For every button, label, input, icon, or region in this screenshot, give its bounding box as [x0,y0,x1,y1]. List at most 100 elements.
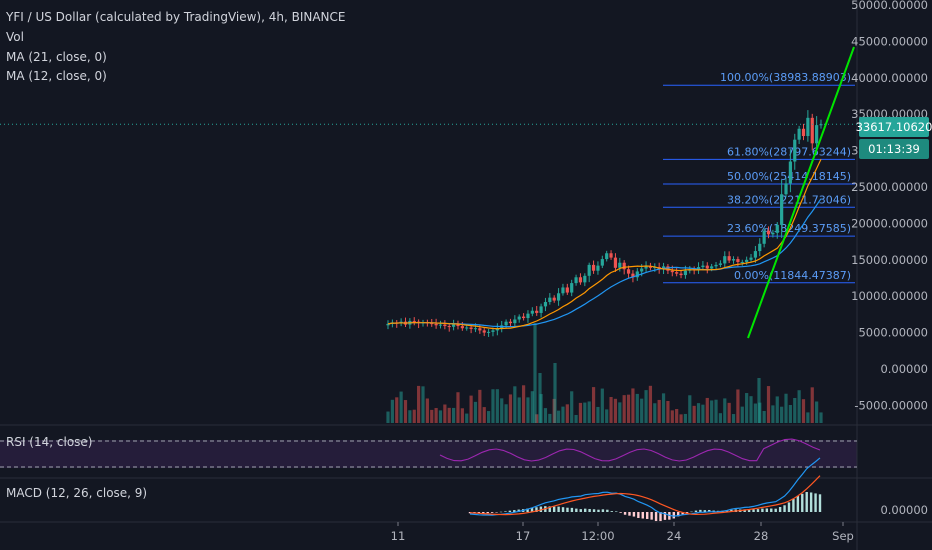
volume-bar [745,393,749,423]
signal-line [469,475,821,516]
volume-bar [692,405,696,423]
volume-bar [591,387,596,423]
volume-bar [749,396,753,423]
macd-histogram-bar [623,512,627,515]
volume-bar [491,389,495,423]
volume-bar [810,387,814,423]
candle-body [578,277,583,283]
volume-bar [771,405,775,423]
volume-bar [718,413,723,423]
volume-bar [386,411,390,423]
candle-body [452,324,456,327]
price-tick-label: 40000.00000 [851,71,928,85]
candle-body [460,326,464,329]
candle-body [570,283,574,293]
candle-body [810,117,814,144]
macd-histogram-bar [561,507,565,512]
price-tick-label: 45000.00000 [851,34,928,48]
volume-bar [508,394,513,423]
ma21-legend[interactable]: MA (21, close, 0) [6,50,107,64]
candle-body [465,327,469,329]
trend-line[interactable] [747,46,855,339]
candle-body [797,128,801,140]
volume-bar [533,323,537,423]
volume-bar [740,406,744,423]
volume-bar [574,414,578,423]
volume-bar [408,410,412,423]
candle-body [745,259,749,262]
macd-histogram-bar [530,507,534,512]
volume-bar [578,402,583,423]
macd-tick-label: 0.00000 [880,503,928,517]
candle-body [486,331,491,333]
volume-bar [775,396,779,423]
candle-body [710,266,714,269]
volume-bar [815,401,819,423]
macd-histogram-bar [659,512,662,522]
macd-histogram-bar [610,511,613,512]
rsi-legend[interactable]: RSI (14, close) [6,435,93,449]
volume-bar [797,390,801,423]
time-axis[interactable]: 11 17 12:00 24 28 Sep [391,522,854,543]
candle-body [675,272,679,274]
candle-body [749,257,753,260]
volume-bar [469,395,473,423]
volume-bar [635,393,639,423]
candle-body [543,302,548,307]
macd-histogram-bar [681,512,684,515]
volume-bar [661,393,666,423]
macd-histogram-bar [592,509,596,512]
volume-legend[interactable]: Vol [6,30,24,44]
ma12-legend[interactable]: MA (12, close, 0) [6,69,107,83]
macd-histogram-bar [570,507,574,512]
macd-histogram-bar [646,512,649,519]
ma21-line [387,198,822,328]
volume-bar [622,395,626,423]
volume-bar [587,401,591,423]
price-axis[interactable]: 50000.0000045000.0000040000.0000035000.0… [851,0,928,517]
candle-body [434,323,438,326]
price-tick-label: 5000.00000 [858,326,928,340]
volume-bar [553,363,557,423]
ma12-line [387,159,822,330]
candle-body [762,230,766,244]
candle-body [491,330,495,332]
volume-bar [438,410,443,423]
macd-histogram-bar [615,511,618,512]
macd-histogram-bar [814,493,817,512]
volume-bar [696,403,701,423]
candle-body [605,253,609,260]
candle-body [775,224,779,233]
fibonacci-retracement[interactable]: 100.00%(38983.88903)61.80%(28797.63244)5… [663,71,855,284]
volume-bars [386,323,823,423]
candle-body [596,265,600,271]
volume-bar [504,404,508,423]
candle-body [504,321,508,326]
macd-histogram-bar [774,508,777,512]
macd-histogram-bar [818,494,822,512]
macd-histogram-bar [752,509,755,512]
volume-bar [399,391,403,423]
volume-bar [482,407,486,423]
volume-bar [640,398,644,423]
macd-legend[interactable]: MACD (12, 26, close, 9) [6,486,148,500]
macd-histogram-bar [486,512,489,514]
macd-histogram-bar [539,506,543,512]
macd-histogram-bar [805,491,808,512]
volume-bar [714,399,718,423]
macd-histogram-bar [677,512,680,517]
volume-bar [675,408,679,423]
candle-body [714,264,718,267]
macd-histogram-bar [632,512,636,517]
candle-body [727,256,731,261]
volume-bar [434,408,438,423]
volume-bar [788,404,792,423]
volume-bar [683,413,688,423]
macd-histogram-bar [504,511,507,512]
macd-histogram-bar [650,512,653,520]
macd-histogram-bar [672,512,675,519]
volume-bar [395,397,399,423]
candle-body [521,316,526,319]
candle-body [618,262,622,268]
